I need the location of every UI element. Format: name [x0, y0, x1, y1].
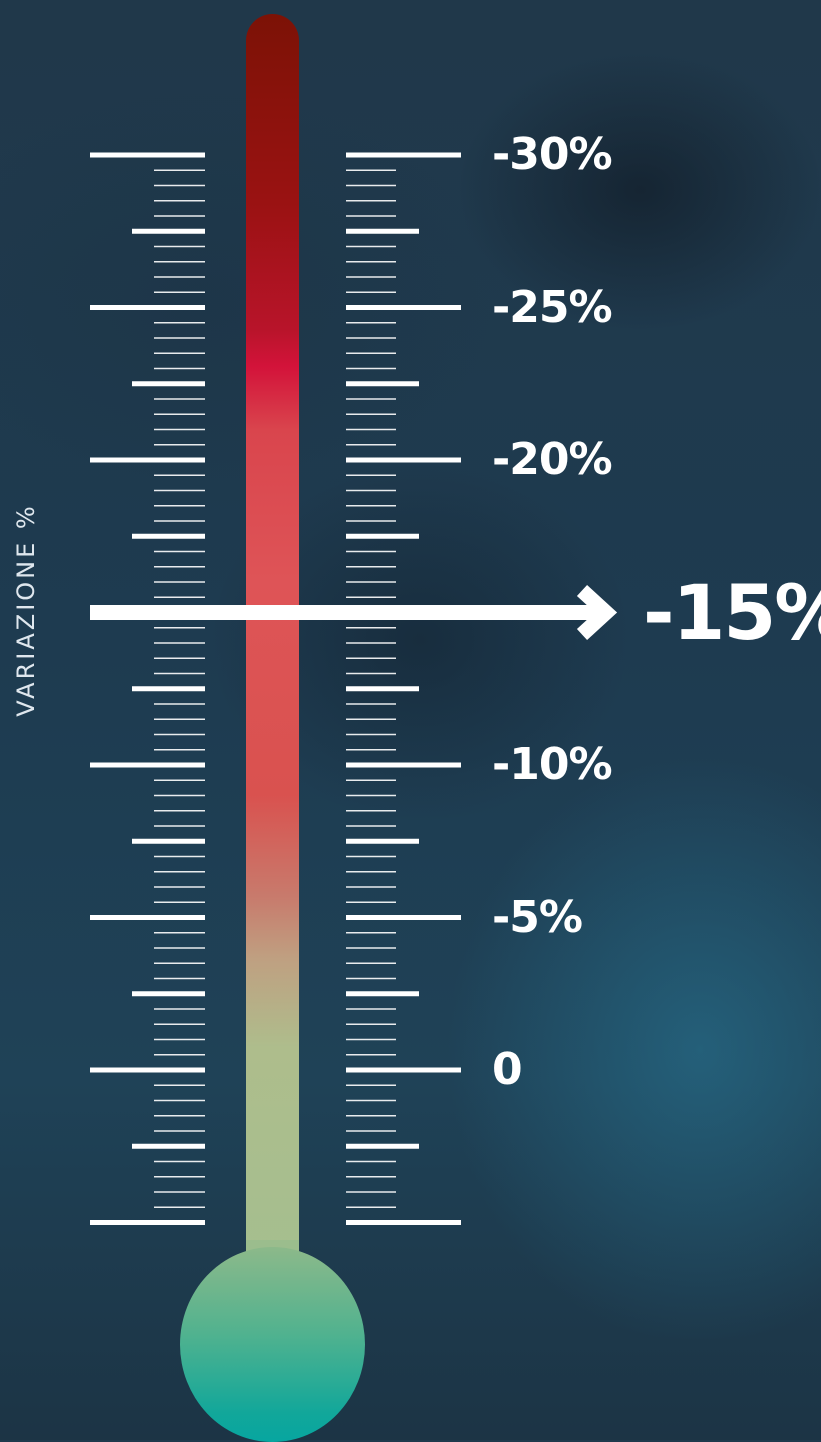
- scale-label: -5%: [492, 891, 583, 943]
- scale-label: -25%: [492, 281, 613, 333]
- pointer-value: -15%: [643, 567, 821, 657]
- scale-label: -30%: [492, 129, 613, 180]
- axis-title: VARIAZIONE %: [12, 503, 40, 717]
- thermometer-bulb: [180, 1247, 365, 1442]
- scale-label: 0: [492, 1044, 523, 1095]
- scale-label: -20%: [492, 434, 613, 485]
- pointer-arrow-head: [576, 584, 618, 641]
- thermometer-tube: [246, 14, 299, 1274]
- scale-label: -10%: [492, 739, 613, 790]
